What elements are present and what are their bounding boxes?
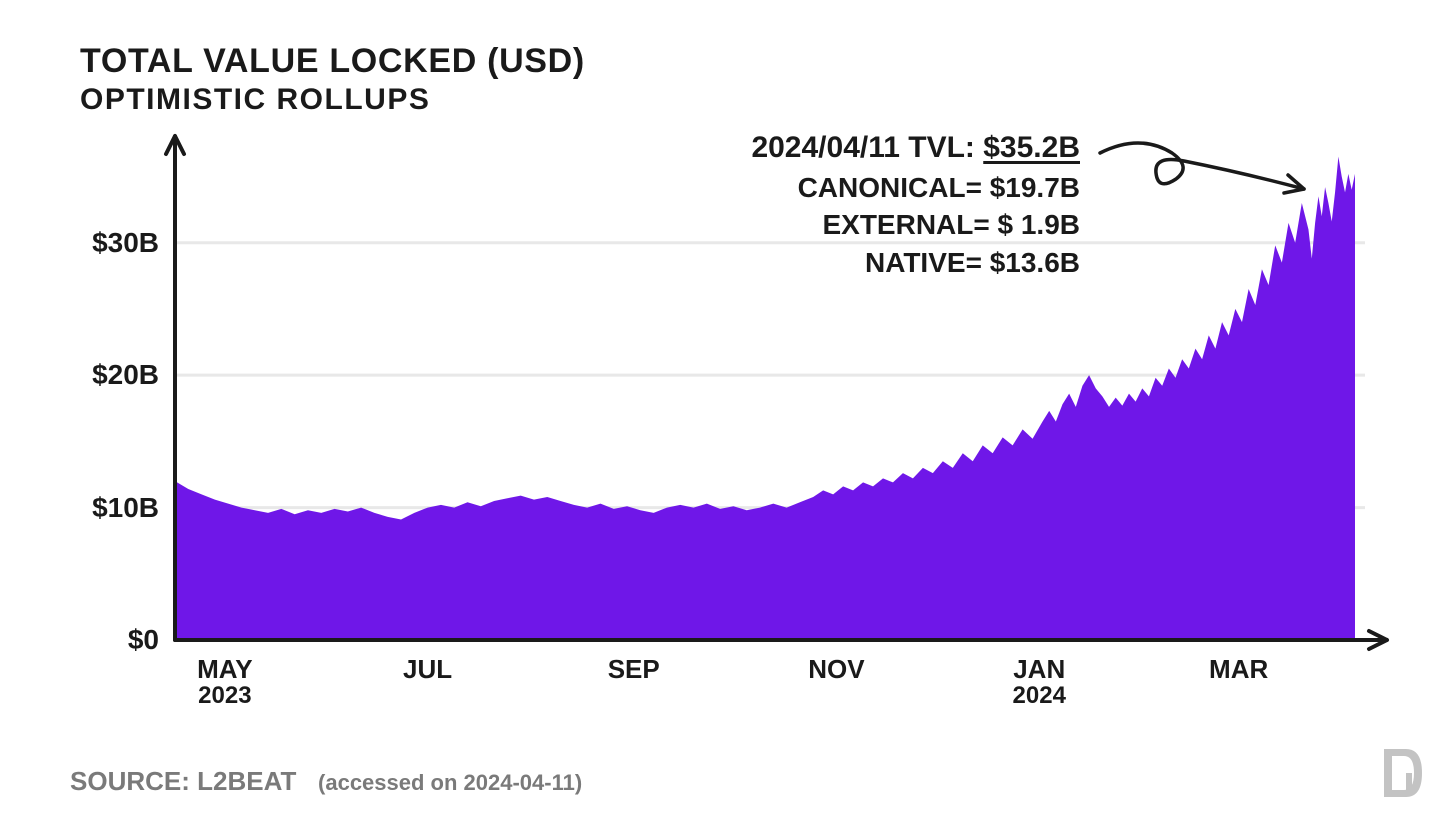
x-tick-label: SEP	[608, 656, 660, 683]
annotation-row-external: EXTERNAL= $ 1.9B	[751, 206, 1080, 244]
x-tick-label: NOV	[808, 656, 864, 683]
x-tick-label: JUL	[403, 656, 452, 683]
source-attribution: SOURCE: L2BEAT (accessed on 2024-04-11)	[70, 766, 582, 797]
y-tick-label: $30B	[0, 227, 159, 259]
annotation-row-native: NATIVE= $13.6B	[751, 244, 1080, 282]
chart-container: TOTAL VALUE LOCKED (USD) OPTIMISTIC ROLL…	[0, 0, 1456, 819]
annotation-headline: 2024/04/11 TVL: $35.2B	[751, 128, 1080, 169]
source-label: SOURCE:	[70, 766, 190, 796]
chart-title: TOTAL VALUE LOCKED (USD) OPTIMISTIC ROLL…	[80, 42, 585, 118]
y-tick-label: $10B	[0, 492, 159, 524]
y-tick-label: $0	[0, 624, 159, 656]
x-tick-label: MAY2023	[197, 656, 252, 708]
annotation-date-prefix: 2024/04/11 TVL:	[751, 131, 983, 164]
x-tick-label: JAN2024	[1013, 656, 1066, 708]
source-accessed: (accessed on 2024-04-11)	[318, 770, 582, 795]
y-tick-label: $20B	[0, 359, 159, 391]
tvl-annotation: 2024/04/11 TVL: $35.2B CANONICAL= $19.7B…	[751, 128, 1080, 282]
title-line-2: OPTIMISTIC ROLLUPS	[80, 83, 585, 118]
annotation-row-canonical: CANONICAL= $19.7B	[751, 169, 1080, 207]
x-tick-label: MAR	[1209, 656, 1268, 683]
publisher-logo	[1378, 745, 1428, 801]
title-line-1: TOTAL VALUE LOCKED (USD)	[80, 42, 585, 81]
source-name: L2BEAT	[197, 766, 296, 796]
annotation-tvl-value: $35.2B	[983, 131, 1080, 164]
